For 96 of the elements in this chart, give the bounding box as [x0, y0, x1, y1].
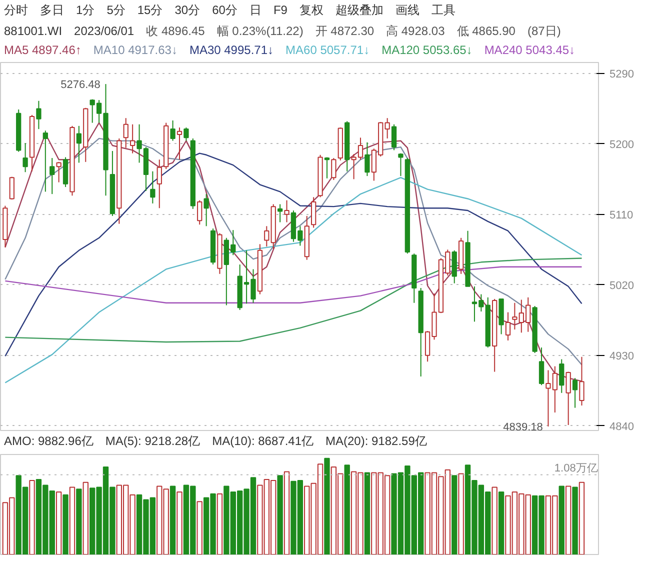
candlestick — [204, 194, 209, 227]
bar — [364, 472, 370, 554]
text: AMO: 9882.96亿 — [4, 433, 94, 450]
text: MA(10): 8687.41亿 — [212, 433, 314, 450]
text: MA30 4995.71↓ — [189, 42, 274, 60]
candlestick — [559, 358, 564, 394]
bar — [458, 473, 464, 554]
candlestick — [123, 118, 128, 148]
bar — [62, 494, 68, 554]
text: 日 — [249, 2, 262, 20]
text: MA5 4897.46↑ — [4, 42, 82, 60]
bar — [284, 471, 290, 554]
candlestick — [391, 124, 397, 151]
y-tick-label: 4840 — [610, 420, 634, 433]
annotation: 5276.48 — [60, 79, 100, 92]
candlestick — [184, 126, 189, 142]
bar — [82, 482, 88, 554]
bar — [492, 486, 498, 554]
candlestick — [264, 226, 270, 247]
y-tick-label: 4930 — [610, 350, 634, 362]
bar — [196, 501, 202, 554]
chart-title: 881001.WI — [4, 23, 62, 40]
y-tick-label: 5110 — [610, 209, 634, 222]
text: 超级叠加 — [335, 2, 384, 20]
candlestick — [197, 200, 202, 226]
bar — [277, 475, 283, 554]
candlestick — [22, 142, 28, 173]
ref-line-label: 1.08万亿 — [554, 462, 598, 475]
text: 低 4865.90 — [456, 23, 516, 40]
text: MA120 5053.65↓ — [382, 42, 472, 60]
candlestick — [566, 371, 571, 426]
bar — [578, 482, 585, 554]
text: MA(20): 9182.59亿 — [326, 433, 427, 450]
candlestick — [136, 124, 142, 164]
text: MA(5): 9218.28亿 — [105, 433, 200, 450]
y-tick-label: 5290 — [610, 68, 634, 80]
text: 1分 — [76, 2, 95, 20]
bar — [69, 486, 76, 554]
candlestick — [50, 158, 55, 195]
candlestick — [56, 161, 62, 183]
text: (87日) — [527, 23, 561, 40]
bar — [29, 480, 35, 554]
candlestick — [364, 142, 370, 177]
candlestick — [170, 120, 176, 142]
text: 高 4928.03 — [386, 23, 445, 40]
text: 60分 — [212, 2, 238, 20]
candlestick — [572, 378, 578, 408]
candlestick — [9, 176, 14, 200]
text: 5分 — [106, 2, 126, 20]
bar — [572, 486, 578, 554]
text: 收 4896.45 — [146, 23, 205, 40]
candlestick — [277, 204, 283, 223]
text: 分时 — [4, 2, 28, 20]
text: 幅 0.23%(11.22) — [216, 23, 304, 40]
text: MA240 5043.45↓ — [484, 42, 576, 60]
bar — [176, 492, 182, 554]
bar — [498, 492, 504, 554]
candlestick — [579, 356, 584, 406]
candlestick — [150, 170, 156, 204]
text: 复权 — [299, 2, 324, 20]
bar — [565, 486, 572, 554]
text: 画线 — [395, 2, 420, 20]
text: 15分 — [137, 2, 163, 20]
candlestick — [505, 312, 511, 341]
bar — [76, 488, 82, 554]
candlestick — [176, 126, 182, 160]
text: 多日 — [40, 2, 64, 20]
candlestick — [284, 200, 290, 223]
candlestick — [324, 156, 330, 179]
bar — [452, 475, 458, 554]
text: MA10 4917.63↓ — [93, 42, 178, 60]
text: F9 — [273, 2, 288, 20]
bar — [344, 464, 350, 554]
candlestick — [42, 130, 48, 192]
text: 工具 — [431, 2, 456, 20]
candlestick — [538, 347, 544, 386]
candlestick — [331, 158, 336, 180]
candlestick — [36, 100, 42, 130]
candlestick — [76, 125, 82, 164]
annotation: 4839.18 — [503, 421, 543, 434]
bar — [324, 458, 330, 554]
bar — [56, 492, 62, 554]
candlestick — [130, 124, 136, 154]
candlestick — [311, 196, 316, 228]
bar — [558, 486, 564, 554]
bar — [170, 486, 176, 554]
text: 30分 — [174, 2, 200, 20]
chart-subtitle: 2023/06/01 — [74, 23, 134, 40]
y-tick-label: 5200 — [610, 138, 634, 151]
bar — [216, 493, 223, 554]
y-tick-label: 5020 — [610, 280, 634, 292]
line-series — [4, 177, 582, 384]
candlestick — [156, 159, 162, 209]
text: 开 4872.30 — [315, 23, 374, 40]
candlestick — [398, 152, 404, 177]
text: MA60 5057.71↓ — [286, 42, 370, 60]
